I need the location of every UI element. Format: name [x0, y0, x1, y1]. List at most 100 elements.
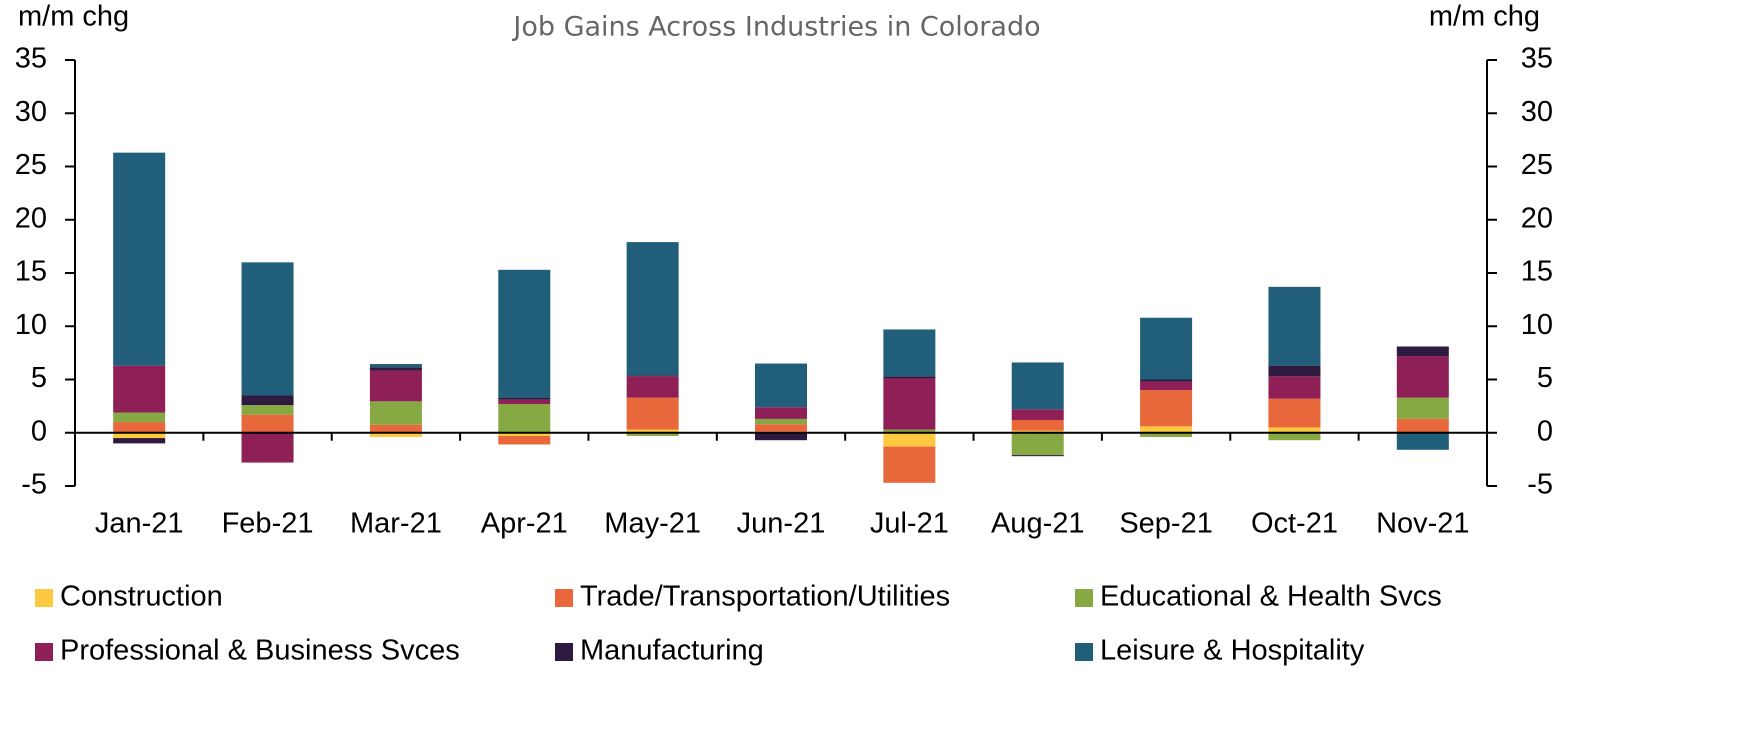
y-tick-label: 25 — [15, 149, 47, 181]
bar-segment — [883, 446, 936, 483]
bar-segment — [369, 401, 422, 425]
bar-segment — [1268, 432, 1321, 441]
y-tick-label: 30 — [15, 96, 47, 128]
y-tick-label: 20 — [15, 202, 47, 234]
y-tick-label: -5 — [21, 469, 47, 501]
bar-segment — [1011, 432, 1064, 456]
bar-segment — [626, 432, 679, 436]
legend-swatch — [35, 643, 53, 661]
bar-segment — [755, 363, 807, 408]
bar-segment — [1268, 365, 1321, 377]
legend-swatch — [1075, 589, 1093, 607]
y2-tick-label: 35 — [1521, 43, 1553, 75]
bar-segment — [1140, 432, 1193, 438]
bar-segment — [626, 375, 679, 377]
legend-label: Manufacturing — [580, 635, 764, 667]
legend-label: Leisure & Hospitality — [1100, 635, 1365, 667]
bar-segment — [1140, 317, 1193, 380]
x-tick-label: Sep-21 — [1119, 508, 1213, 540]
bar-segment — [626, 376, 679, 398]
y-tick-label: 35 — [15, 43, 47, 75]
bar-segment — [626, 397, 679, 430]
bar-segment — [369, 364, 422, 368]
bar-segment — [241, 432, 294, 463]
x-tick-label: Jun-21 — [737, 508, 826, 540]
bar-segment — [113, 438, 166, 444]
bar-segment — [113, 432, 166, 439]
legend-swatch — [555, 589, 573, 607]
y2-tick-label: 5 — [1537, 362, 1553, 394]
bar-segment — [626, 242, 679, 376]
y2-tick-label: 25 — [1521, 149, 1553, 181]
bar-segment — [241, 395, 294, 406]
y2-tick-label: -5 — [1527, 469, 1553, 501]
x-tick-label: Mar-21 — [350, 508, 442, 540]
bar-segment — [1011, 409, 1064, 420]
bar-segment — [498, 432, 551, 436]
bar-segment — [1011, 430, 1064, 433]
bar-segment — [241, 262, 294, 396]
y2-axis-label: m/m chg — [1429, 1, 1540, 33]
bar-segment — [883, 378, 936, 430]
bar-segment — [1011, 455, 1064, 457]
chart-title: Job Gains Across Industries in Colorado — [511, 12, 1040, 43]
x-tick-label: Oct-21 — [1251, 508, 1338, 540]
bar-segment — [1011, 419, 1064, 431]
bar-segment — [883, 429, 936, 433]
bar-segment — [1140, 379, 1193, 382]
bar-segment — [1396, 432, 1449, 450]
bar-segment — [1268, 286, 1321, 366]
y2-tick-label: 0 — [1537, 415, 1553, 447]
x-tick-label: Aug-21 — [991, 508, 1085, 540]
bar-segment — [755, 418, 807, 425]
y2-tick-label: 30 — [1521, 96, 1553, 128]
bar-segment — [241, 405, 294, 415]
bar-segment — [113, 412, 166, 423]
bar-segment — [113, 422, 166, 433]
bar-segment — [1396, 418, 1449, 433]
legend-label: Trade/Transportation/Utilities — [580, 581, 950, 613]
x-tick-label: May-21 — [604, 508, 701, 540]
x-tick-label: Apr-21 — [481, 508, 568, 540]
bar-segment — [883, 376, 936, 379]
bar-segment — [1268, 427, 1321, 433]
legend-label: Educational & Health Svcs — [1100, 581, 1442, 613]
bar-segment — [369, 432, 422, 438]
y2-tick-label: 15 — [1521, 256, 1553, 288]
bar-segment — [1396, 346, 1449, 357]
x-tick-label: Jan-21 — [95, 508, 184, 540]
bar-segment — [369, 424, 422, 433]
bar-segment — [883, 432, 936, 447]
bar-segment — [1140, 381, 1193, 391]
legend-swatch — [555, 643, 573, 661]
bar-segment — [1396, 397, 1449, 419]
bar-segment — [241, 414, 294, 433]
y2-tick-label: 10 — [1521, 309, 1553, 341]
bar-segment — [498, 435, 551, 445]
x-tick-label: Nov-21 — [1376, 508, 1470, 540]
bar-segment — [1268, 398, 1321, 428]
bar-segment — [1011, 362, 1064, 410]
y-axis-label: m/m chg — [18, 1, 129, 33]
y-tick-label: 0 — [31, 415, 47, 447]
y-tick-label: 5 — [31, 362, 47, 394]
legend-label: Construction — [60, 581, 223, 613]
bar-segment — [498, 399, 551, 404]
bar-segment — [369, 370, 422, 402]
bar-segment — [626, 429, 679, 433]
y2-tick-label: 20 — [1521, 202, 1553, 234]
y-tick-label: 10 — [15, 309, 47, 341]
bar-segment — [113, 365, 166, 413]
bar-segment — [1396, 356, 1449, 398]
bar-segment — [1268, 376, 1321, 399]
bar-segment — [1140, 426, 1193, 433]
legend-label: Professional & Business Svces — [60, 635, 460, 667]
bar-segment — [755, 424, 807, 432]
bar-segment — [1140, 390, 1193, 427]
bar-segment — [498, 269, 551, 398]
x-tick-label: Feb-21 — [222, 508, 314, 540]
x-tick-label: Jul-21 — [870, 508, 949, 540]
y-tick-label: 15 — [15, 256, 47, 288]
bar-segment — [883, 329, 936, 377]
